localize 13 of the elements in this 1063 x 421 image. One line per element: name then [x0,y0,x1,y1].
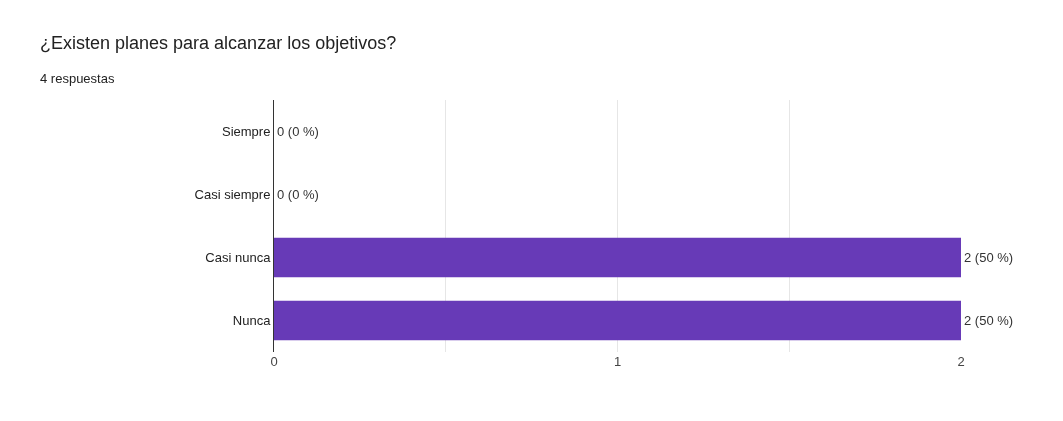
chart-title: ¿Existen planes para alcanzar los objetivos? [40,32,397,53]
data-label: 2 (50 %) [964,250,1014,266]
data-label: 0 (0 %) [277,187,319,203]
x-tick-label: 0 [270,354,278,369]
y-tick-label: Siempre [221,124,271,140]
x-tick-label: 1 [613,354,622,369]
data-label: 0 (0 %) [277,124,319,140]
data-label: 2 (50 %) [964,313,1014,329]
y-tick-label: Nunca [232,313,272,329]
text: 4 respuestas [40,70,115,86]
x-tick-label: 2 [957,354,965,369]
y-tick-label: Casi siempre [194,187,271,203]
y-tick-label: Casi nunca [205,250,272,266]
